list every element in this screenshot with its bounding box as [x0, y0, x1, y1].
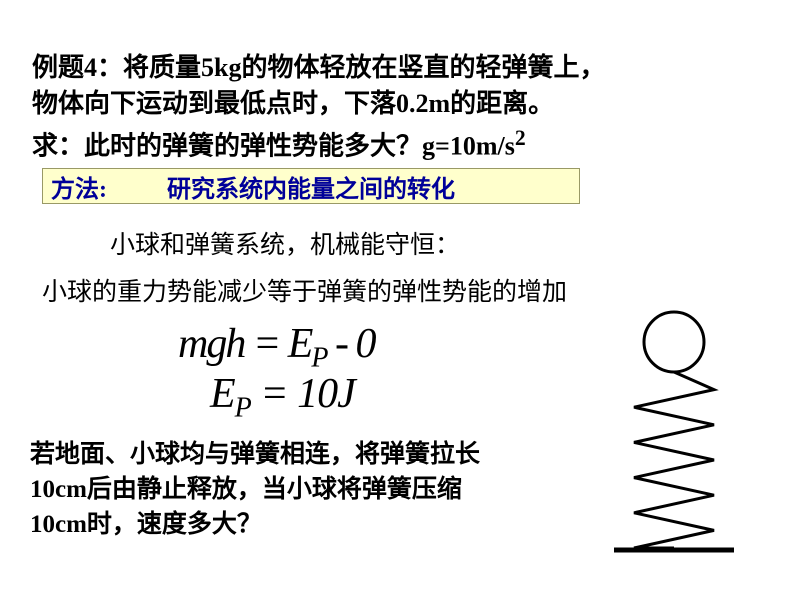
followup-question: 若地面、小球均与弹簧相连，将弹簧拉长 10cm后由静止释放，当小球将弹簧压缩 1… [30, 437, 550, 542]
problem-line-1: 例题4：将质量5kg的物体轻放在竖直的轻弹簧上， [32, 53, 605, 82]
equation-result: EP = 10J [210, 370, 355, 424]
problem-superscript: 2 [515, 126, 526, 150]
method-content: 研究系统内能量之间的转化 [167, 169, 455, 204]
problem-line-3: 求：此时的弹簧的弹性势能多大？g=10m/s [32, 131, 515, 160]
ball-icon [644, 312, 704, 372]
followup-line-1: 若地面、小球均与弹簧相连，将弹簧拉长 [30, 441, 480, 468]
eq1-zero: 0 [355, 321, 374, 367]
followup-line-2: 10cm后由静止释放，当小球将弹簧压缩 [30, 476, 462, 503]
eq2-equals: = [260, 371, 287, 417]
problem-statement: 例题4：将质量5kg的物体轻放在竖直的轻弹簧上， 物体向下运动到最低点时，下落0… [32, 50, 732, 165]
method-label: 方法: [51, 169, 107, 204]
problem-line-2: 物体向下运动到最低点时，下落0.2m的距离。 [32, 89, 554, 118]
eq2-value: 10 [297, 371, 337, 417]
explanation-statement: 小球的重力势能减少等于弹簧的弹性势能的增加 [42, 272, 567, 308]
equation-mgh: mgh = EP - 0 [178, 320, 374, 374]
method-box: 方法: 研究系统内能量之间的转化 [42, 168, 580, 204]
followup-line-3: 10cm时，速度多大？ [30, 511, 262, 538]
eq1-lhs: mgh [178, 321, 244, 367]
eq2-sub: P [235, 392, 251, 423]
conservation-statement: 小球和弹簧系统，机械能守恒： [110, 225, 460, 261]
spring-diagram [604, 310, 744, 570]
eq2-E: E [210, 371, 235, 417]
eq1-minus: - [335, 321, 347, 367]
eq1-equals: = [253, 321, 279, 367]
spring-svg [604, 310, 744, 570]
spring-icon [634, 372, 714, 548]
eq2-unit: J [337, 371, 355, 417]
eq1-E: E [288, 321, 312, 367]
eq1-sub: P [311, 342, 326, 373]
